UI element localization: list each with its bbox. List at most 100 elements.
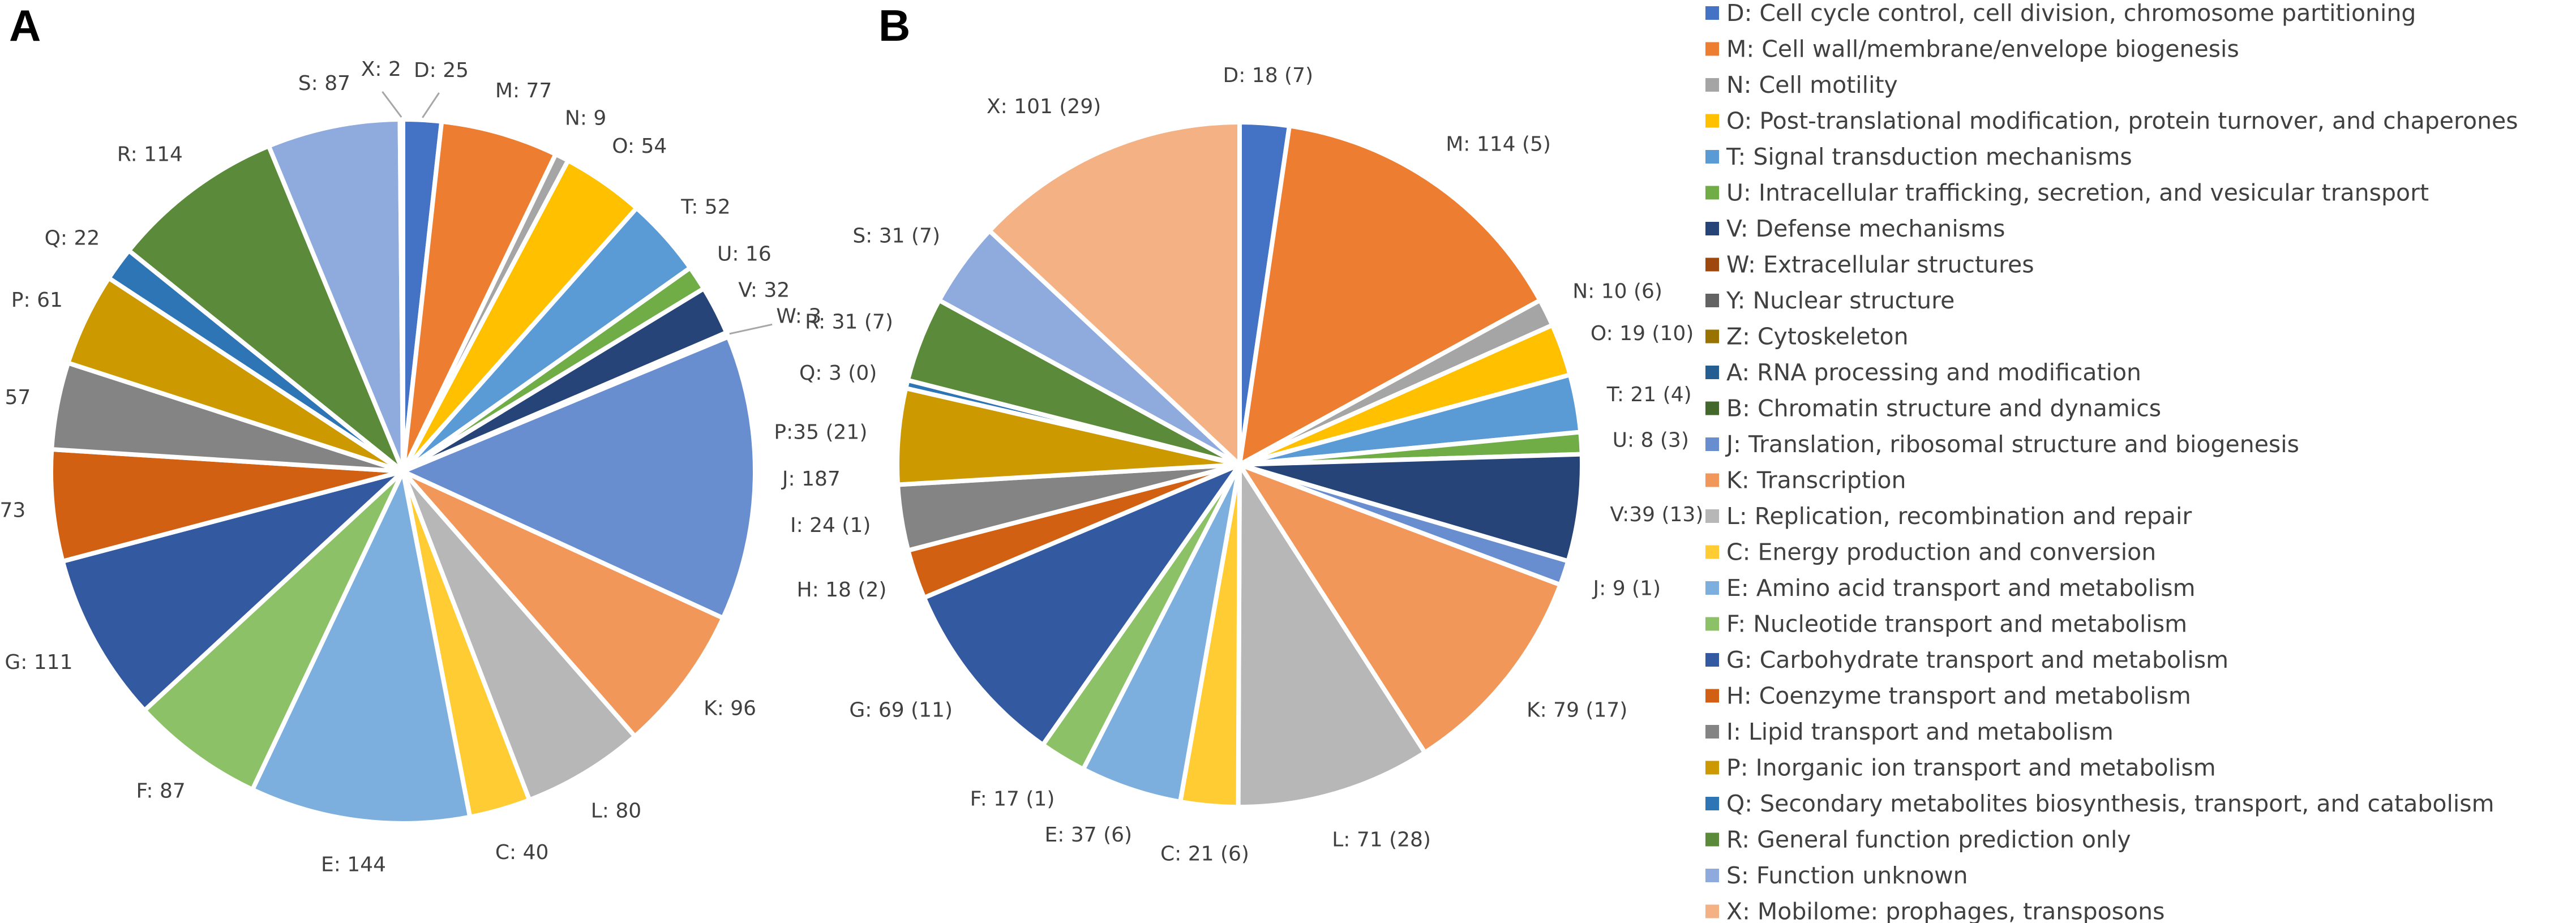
legend-swatch: [1705, 832, 1719, 847]
pie-a-label-p: P: 61: [11, 289, 63, 312]
pie-b-slice-l: [1236, 462, 1428, 810]
legend-label: U: Intracellular trafficking, secretion,…: [1726, 179, 2429, 207]
legend-item-y: Y: Nuclear structure: [1705, 287, 1954, 314]
legend-item-x: X: Mobilome: prophages, transposons: [1705, 898, 2164, 923]
legend-swatch: [1705, 186, 1719, 200]
pie-b-label-d: D: 18 (7): [1223, 64, 1314, 87]
panel-letter-b: B: [878, 1, 910, 50]
legend-label: G: Carbohydrate transport and metabolism: [1726, 646, 2228, 673]
legend-label: M: Cell wall/membrane/envelope biogenesi…: [1726, 36, 2239, 63]
pie-a-label-v: V: 32: [738, 278, 790, 302]
legend-item-z: Z: Cytoskeleton: [1705, 323, 1909, 350]
pie-chart-b: D: 18 (7) M: 114 (5) N: 10 (6) O: 19 (10) T:…: [774, 64, 1703, 866]
pie-b-label-v: V:39 (13): [1610, 503, 1703, 526]
panel-letter-a: A: [9, 1, 41, 50]
pie-b-slice-x: [987, 120, 1242, 467]
pie-b-label-u: U: 8 (3): [1613, 429, 1689, 452]
pie-b-slice-k: [1237, 462, 1563, 755]
legend-label: C: Energy production and conversion: [1726, 539, 2156, 566]
legend: D: Cell cycle control, cell division, ch…: [1705, 0, 2518, 923]
pie-b-label-e: E: 37 (6): [1045, 823, 1133, 847]
pie-b-slice-g: [921, 462, 1242, 748]
legend-swatch: [1705, 366, 1719, 379]
pie-b-label-g: G: 69 (11): [849, 698, 953, 722]
pie-b-label-x: X: 101 (29): [987, 95, 1101, 118]
legend-label: P: Inorganic ion transport and metabolis…: [1726, 754, 2216, 782]
legend-label: X: Mobilome: prophages, transposons: [1726, 898, 2164, 923]
legend-label: Q: Secondary metabolites biosynthesis, t…: [1726, 790, 2494, 817]
legend-swatch: [1705, 617, 1719, 631]
legend-label: S: Function unknown: [1726, 862, 1968, 889]
legend-label: D: Cell cycle control, cell division, ch…: [1726, 0, 2416, 27]
pie-b-label-f: F: 17 (1): [970, 788, 1055, 811]
legend-item-c: C: Energy production and conversion: [1705, 539, 2156, 566]
pie-a-label-q: Q: 22: [45, 227, 100, 250]
legend-swatch: [1705, 761, 1719, 775]
legend-swatch: [1705, 401, 1719, 415]
legend-swatch: [1705, 6, 1719, 20]
pie-a-label-e: E: 144: [321, 853, 386, 877]
legend-swatch: [1705, 869, 1719, 882]
legend-label: O: Post-translational modification, prot…: [1726, 108, 2518, 135]
legend-item-s: S: Function unknown: [1705, 862, 1968, 889]
legend-swatch: [1705, 581, 1719, 595]
legend-swatch: [1705, 509, 1719, 523]
pie-b-label-l: L: 71 (28): [1332, 828, 1431, 851]
pie-a-slice-h: [49, 447, 405, 564]
legend-label: K: Transcription: [1726, 467, 1906, 494]
legend-label: R: General function prediction only: [1726, 826, 2131, 853]
pie-a-label-m: M: 77: [495, 79, 552, 102]
pie-b-label-p: P:35 (21): [774, 421, 867, 444]
legend-label: N: Cell motility: [1726, 71, 1898, 98]
pie-a-label-x: X: 2: [361, 58, 401, 81]
pie-a-label-u: U: 16: [717, 243, 771, 266]
pie-a-label-k: K: 96: [704, 697, 756, 720]
pie-a-slice-s: [266, 117, 405, 474]
pie-a-slice-r: [126, 144, 405, 474]
legend-label: Y: Nuclear structure: [1726, 287, 1954, 314]
legend-item-l: L: Replication, recombination and repair: [1705, 503, 2192, 530]
legend-label: J: Translation, ribosomal structure and …: [1725, 431, 2299, 458]
legend-swatch: [1705, 437, 1719, 451]
pie-a-slice-f: [142, 469, 405, 792]
pie-a-slice-g: [60, 469, 405, 713]
pie-a-leader-x: [382, 91, 402, 118]
legend-item-i: I: Lipid transport and metabolism: [1705, 718, 2114, 745]
legend-item-b: B: Chromatin structure and dynamics: [1705, 395, 2161, 422]
legend-item-q: Q: Secondary metabolites biosynthesis, t…: [1705, 790, 2494, 817]
pie-a-leader-d: [422, 92, 440, 118]
legend-swatch: [1705, 725, 1719, 739]
legend-swatch: [1705, 150, 1719, 164]
pie-a-label-j: J: 187: [781, 467, 841, 491]
legend-label: V: Defense mechanisms: [1726, 215, 2005, 242]
pie-a-label-g: G: 111: [5, 651, 72, 674]
pie-a-label-w: W: 3: [776, 305, 821, 328]
legend-item-k: K: Transcription: [1705, 467, 1906, 494]
pie-a-label-f: F: 87: [136, 779, 186, 802]
legend-swatch: [1705, 294, 1719, 307]
legend-item-u: U: Intracellular trafficking, secretion,…: [1705, 179, 2429, 207]
legend-item-d: D: Cell cycle control, cell division, ch…: [1705, 0, 2416, 27]
legend-label: L: Replication, recombination and repair: [1726, 503, 2192, 530]
pie-a-slice-l: [401, 469, 637, 802]
pie-a-slice-e: [250, 469, 473, 826]
legend-swatch: [1705, 904, 1719, 918]
legend-item-t: T: Signal transduction mechanisms: [1705, 143, 2132, 170]
pie-a-label-n: N: 9: [565, 106, 606, 130]
pie-b-label-m: M: 114 (5): [1446, 133, 1551, 156]
pie-b-slice-v: [1237, 452, 1584, 564]
pie-chart-a: D: 25 M: 77 N: 9 O: 54 T: 52 U: 16 V: 32 W: 3 J:…: [0, 58, 841, 876]
pie-b-label-j: J: 9 (1): [1592, 577, 1661, 600]
legend-label: A: RNA processing and modification: [1726, 359, 2141, 386]
legend-swatch: [1705, 689, 1719, 703]
pie-b-label-k: K: 79 (17): [1527, 698, 1627, 722]
pie-b-label-q: Q: 3 (0): [799, 362, 877, 385]
pie-a-slice-k: [401, 469, 726, 739]
legend-item-f: F: Nucleotide transport and metabolism: [1705, 611, 2187, 638]
legend-label: W: Extracellular structures: [1726, 251, 2034, 278]
pie-a-label-d: D: 25: [414, 59, 469, 82]
pie-b-label-o: O: 19 (10): [1591, 322, 1694, 345]
legend-swatch: [1705, 473, 1719, 487]
legend-item-g: G: Carbohydrate transport and metabolism: [1705, 646, 2228, 673]
